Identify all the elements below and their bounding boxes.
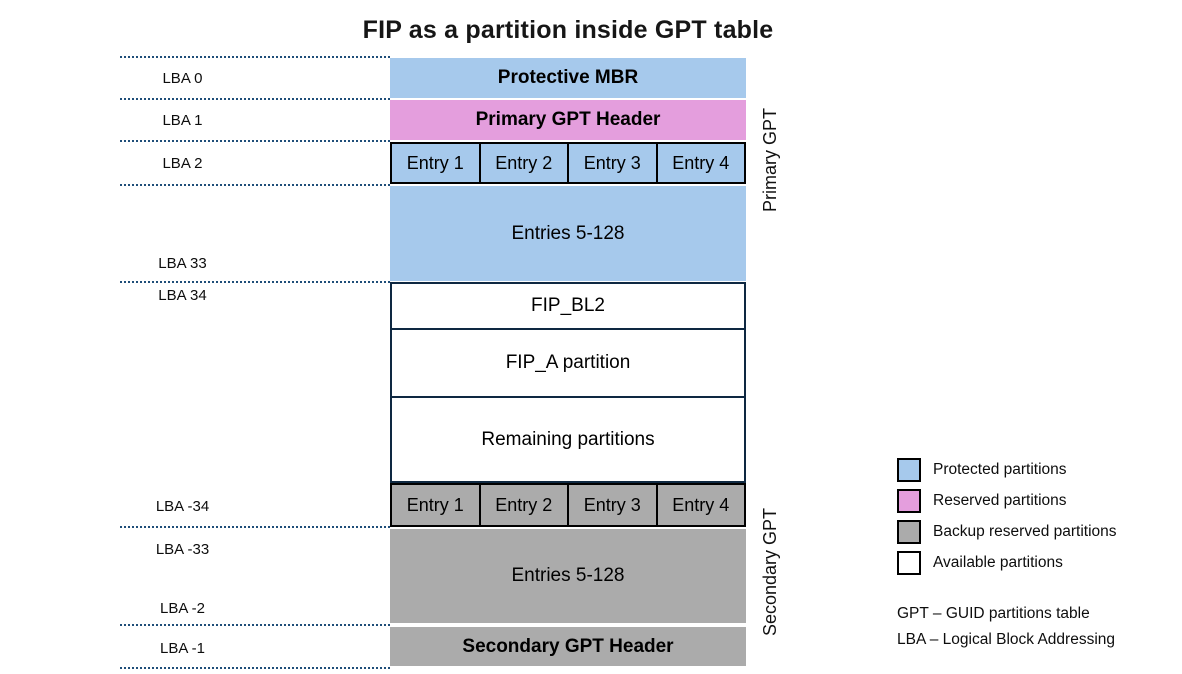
block-fip-bl2: FIP_BL2 <box>390 282 746 330</box>
primary-entry-3: Entry 3 <box>567 142 658 184</box>
backup-color-swatch <box>897 520 921 544</box>
secondary-entry-4: Entry 4 <box>655 483 746 527</box>
lba-label-n2: LBA -2 <box>159 600 206 617</box>
block-protective-mbr: Protective MBR <box>390 58 746 98</box>
dotted-separator <box>120 526 390 528</box>
primary-gpt-side-label: Primary GPT <box>760 108 780 213</box>
lba-label-n33: LBA -33 <box>155 541 210 558</box>
lba-label-n34: LBA -34 <box>155 498 210 515</box>
legend-label: Protected partitions <box>933 461 1067 478</box>
lba-label-33: LBA 33 <box>158 255 207 272</box>
block-primary-entries-5-128: Entries 5-128 <box>390 186 746 281</box>
legend-label: Reserved partitions <box>933 492 1067 509</box>
legend-label: Available partitions <box>933 554 1063 571</box>
block-secondary-entry-row: Entry 1 Entry 2 Entry 3 Entry 4 <box>390 483 746 527</box>
legend-label: Backup reserved partitions <box>933 523 1117 540</box>
block-secondary-entries-5-128: Entries 5-128 <box>390 529 746 623</box>
secondary-entry-2: Entry 2 <box>478 483 569 527</box>
note-gpt: GPT – GUID partitions table <box>897 605 1090 622</box>
block-primary-gpt-header: Primary GPT Header <box>390 100 746 140</box>
protected-color-swatch <box>897 458 921 482</box>
lba-label-2: LBA 2 <box>162 155 203 172</box>
abbreviation-notes: GPT – GUID partitions table LBA – Logica… <box>897 601 1115 653</box>
block-primary-entry-row: Entry 1 Entry 2 Entry 3 Entry 4 <box>390 142 746 184</box>
dotted-separator <box>120 140 390 142</box>
secondary-entry-1: Entry 1 <box>390 483 481 527</box>
secondary-entry-3: Entry 3 <box>567 483 658 527</box>
note-lba: LBA – Logical Block Addressing <box>897 631 1115 648</box>
secondary-gpt-side-label: Secondary GPT <box>760 507 780 637</box>
lba-label-34: LBA 34 <box>158 287 207 304</box>
block-remaining: Remaining partitions <box>390 396 746 483</box>
lba-label-0: LBA 0 <box>162 70 203 87</box>
legend-item-protected: Protected partitions <box>897 458 1117 482</box>
primary-entry-4: Entry 4 <box>655 142 746 184</box>
legend-item-reserved: Reserved partitions <box>897 489 1117 513</box>
legend-item-available: Available partitions <box>897 551 1117 575</box>
available-color-swatch <box>897 551 921 575</box>
dotted-separator <box>120 281 390 283</box>
dotted-separator <box>120 667 390 669</box>
lba-label-n1: LBA -1 <box>159 640 206 657</box>
dotted-separator <box>120 98 390 100</box>
lba-label-1: LBA 1 <box>162 112 203 129</box>
dotted-separator <box>120 184 390 186</box>
reserved-color-swatch <box>897 489 921 513</box>
block-fip-a: FIP_A partition <box>390 328 746 398</box>
block-secondary-gpt-header: Secondary GPT Header <box>390 627 746 666</box>
dotted-separator <box>120 56 390 58</box>
legend: Protected partitions Reserved partitions… <box>897 458 1117 583</box>
primary-entry-1: Entry 1 <box>390 142 481 184</box>
dotted-separator <box>120 624 390 626</box>
diagram-title: FIP as a partition inside GPT table <box>362 16 774 44</box>
legend-item-backup: Backup reserved partitions <box>897 520 1117 544</box>
primary-entry-2: Entry 2 <box>478 142 569 184</box>
